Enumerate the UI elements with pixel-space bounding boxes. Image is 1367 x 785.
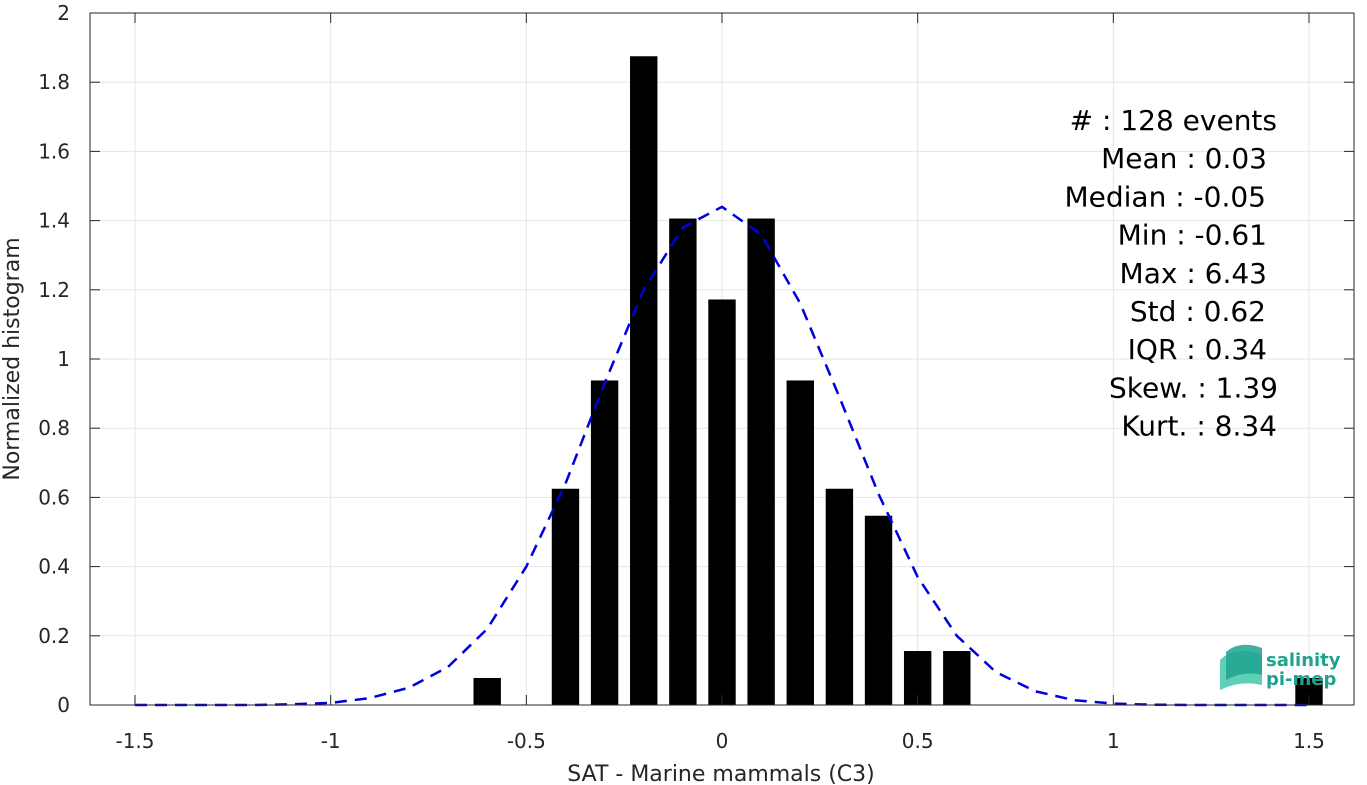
y-tick-label: 0: [57, 693, 70, 717]
histogram-bar: [669, 218, 697, 706]
logo-text-salinity: salinity: [1266, 650, 1341, 671]
y-tick-label: 0.2: [38, 624, 70, 648]
stat-line: Std : 0.62: [1130, 295, 1266, 328]
y-tick-label: 1: [57, 347, 70, 371]
histogram-bar: [864, 515, 893, 705]
histogram-bar: [630, 56, 658, 705]
histogram-bar: [943, 651, 971, 705]
histogram-bar: [590, 380, 619, 705]
stats-box: # : 128 events Mean : 0.03 Median : -0.05 M…: [1064, 104, 1278, 443]
stat-line: Max : 6.43: [1120, 257, 1267, 290]
x-tick-label: 1: [1107, 729, 1120, 753]
y-tick-labels: 0 0.2 0.4 0.6 0.8 1 1.2 1.4 1.6 1.8 2: [38, 1, 70, 717]
y-tick-label: 0.4: [38, 555, 70, 579]
stat-line: Kurt. : 8.34: [1121, 410, 1277, 443]
x-tick-label: 0: [716, 729, 729, 753]
y-axis-label: Normalized histogram: [0, 237, 25, 480]
stat-line: IQR : 0.34: [1128, 333, 1267, 366]
stat-line: Skew. : 1.39: [1109, 371, 1278, 404]
logo-text-pimep: pi-mep: [1266, 669, 1336, 690]
stat-line: # : 128 events: [1070, 104, 1277, 137]
x-tick-label: 1.5: [1293, 729, 1325, 753]
histogram-bar: [473, 678, 501, 705]
logo-wave-icon-2: [1226, 644, 1262, 680]
histogram-bar: [825, 488, 854, 705]
histogram-bar: [708, 299, 736, 705]
histogram-bar: [551, 488, 580, 705]
y-tick-label: 0.8: [38, 416, 70, 440]
x-tick-labels: -1.5 -1 -0.5 0 0.5 1 1.5: [115, 729, 1324, 753]
stat-line: Min : -0.61: [1118, 219, 1267, 252]
axis-ticks: [90, 12, 1354, 706]
x-tick-label: -1.5: [115, 729, 154, 753]
x-tick-label: -0.5: [507, 729, 546, 753]
y-tick-label: 2: [57, 1, 70, 25]
x-tick-label: -1: [321, 729, 341, 753]
x-axis-label: SAT - Marine mammals (C3): [567, 762, 875, 785]
salinity-pimep-logo: salinity pi-mep: [1220, 644, 1341, 690]
x-tick-label: 0.5: [902, 729, 934, 753]
histogram-bar: [786, 380, 814, 705]
stat-line: Median : -0.05: [1064, 180, 1266, 213]
histogram-bars: [473, 56, 1323, 706]
gaussian-fit-curve: [135, 205, 1309, 707]
y-tick-label: 1.2: [38, 278, 70, 302]
histogram-bar: [747, 218, 775, 706]
y-tick-label: 0.6: [38, 485, 70, 509]
y-tick-label: 1.6: [38, 139, 70, 163]
stat-line: Mean : 0.03: [1101, 142, 1267, 175]
y-tick-label: 1.4: [38, 209, 70, 233]
y-tick-label: 1.8: [38, 70, 70, 94]
